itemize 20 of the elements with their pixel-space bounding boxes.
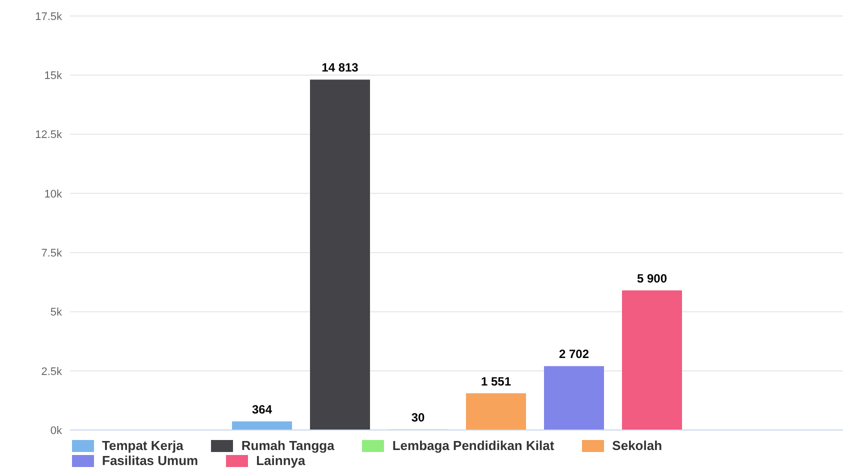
data-label: 2 702 xyxy=(558,347,590,362)
data-label: 1 551 xyxy=(480,374,512,388)
legend-label: Lembaga Pendidikan Kilat xyxy=(392,438,554,453)
y-tick-label: 0k xyxy=(50,424,62,437)
legend-label: Rumah Tangga xyxy=(241,438,334,453)
y-tick-label: 10k xyxy=(44,188,62,200)
y-tick-label: 5k xyxy=(50,306,62,319)
legend-label: Sekolah xyxy=(612,438,662,453)
legend-label: Lainnya xyxy=(256,453,306,468)
y-tick-label: 7.5k xyxy=(41,247,62,260)
data-label: 5 900 xyxy=(636,271,668,286)
legend-label: Fasilitas Umum xyxy=(102,453,198,468)
y-tick-label: 2.5k xyxy=(41,366,62,378)
y-tick-label: 12.5k xyxy=(35,129,62,142)
data-label: 364 xyxy=(252,402,272,416)
legend-label: Tempat Kerja xyxy=(102,438,184,453)
data-label: 30 xyxy=(411,410,425,424)
data-label: 14 813 xyxy=(322,60,359,75)
y-tick-label: 17.5k xyxy=(35,10,62,23)
y-tick-label: 15k xyxy=(44,70,62,82)
